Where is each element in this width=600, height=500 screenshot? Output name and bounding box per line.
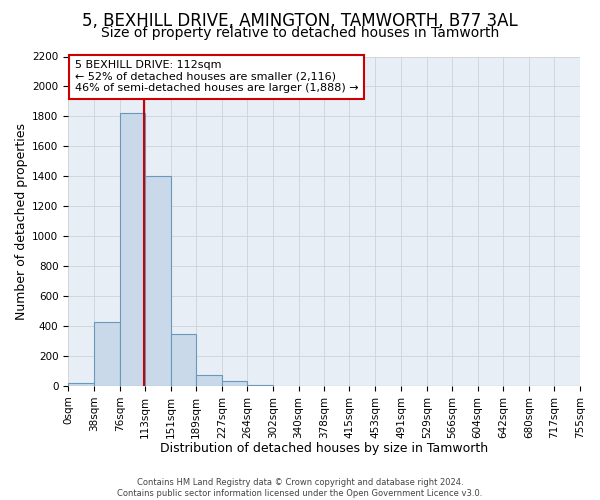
Bar <box>247 385 273 386</box>
Text: Size of property relative to detached houses in Tamworth: Size of property relative to detached ho… <box>101 26 499 40</box>
Y-axis label: Number of detached properties: Number of detached properties <box>15 122 28 320</box>
Text: Contains HM Land Registry data © Crown copyright and database right 2024.
Contai: Contains HM Land Registry data © Crown c… <box>118 478 482 498</box>
Bar <box>94 322 119 386</box>
Text: 5 BEXHILL DRIVE: 112sqm
← 52% of detached houses are smaller (2,116)
46% of semi: 5 BEXHILL DRIVE: 112sqm ← 52% of detache… <box>75 60 359 94</box>
Bar <box>119 114 145 386</box>
Bar <box>170 334 196 386</box>
Text: 5, BEXHILL DRIVE, AMINGTON, TAMWORTH, B77 3AL: 5, BEXHILL DRIVE, AMINGTON, TAMWORTH, B7… <box>82 12 518 30</box>
Bar <box>68 383 94 386</box>
Bar <box>222 382 247 386</box>
Bar <box>145 176 170 386</box>
X-axis label: Distribution of detached houses by size in Tamworth: Distribution of detached houses by size … <box>160 442 488 455</box>
Bar <box>196 375 222 386</box>
